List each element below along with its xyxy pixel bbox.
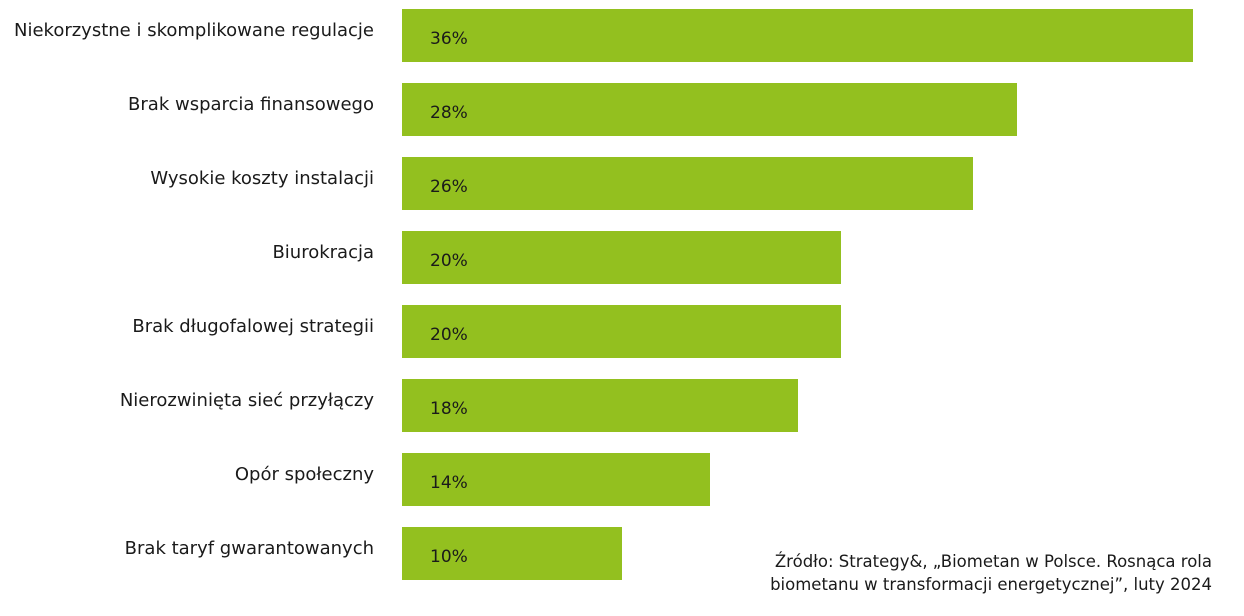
bar-value-label: 20%	[430, 324, 468, 345]
bar-value-label: 14%	[430, 472, 468, 493]
bar-value-label: 18%	[430, 398, 468, 419]
source-note: Źródło: Strategy&, „Biometan w Polsce. R…	[770, 550, 1212, 596]
bar	[402, 527, 622, 580]
source-line-2: biometanu w transformacji energetycznej”…	[770, 575, 1212, 594]
bar-value-label: 26%	[430, 176, 468, 197]
bar-value-label: 28%	[430, 102, 468, 123]
category-label: Biurokracja	[272, 241, 374, 263]
bar	[402, 9, 1193, 62]
category-label: Nierozwinięta sieć przyłączy	[119, 389, 374, 411]
bar	[402, 231, 841, 284]
bar-value-label: 10%	[430, 546, 468, 567]
category-label: Wysokie koszty instalacji	[150, 167, 374, 189]
bar	[402, 453, 710, 506]
category-label: Niekorzystne i skomplikowane regulacje	[14, 19, 374, 41]
bar-value-label: 20%	[430, 250, 468, 271]
category-label: Opór społeczny	[234, 463, 374, 485]
bar-value-label: 36%	[430, 28, 468, 49]
bar	[402, 83, 1017, 136]
bar	[402, 305, 841, 358]
bar	[402, 157, 973, 210]
bar	[402, 379, 798, 432]
source-line-1: Źródło: Strategy&, „Biometan w Polsce. R…	[774, 552, 1212, 571]
category-label: Brak wsparcia finansowego	[128, 93, 374, 115]
category-label: Brak długofalowej strategii	[132, 315, 374, 337]
category-label: Brak taryf gwarantowanych	[124, 537, 374, 559]
